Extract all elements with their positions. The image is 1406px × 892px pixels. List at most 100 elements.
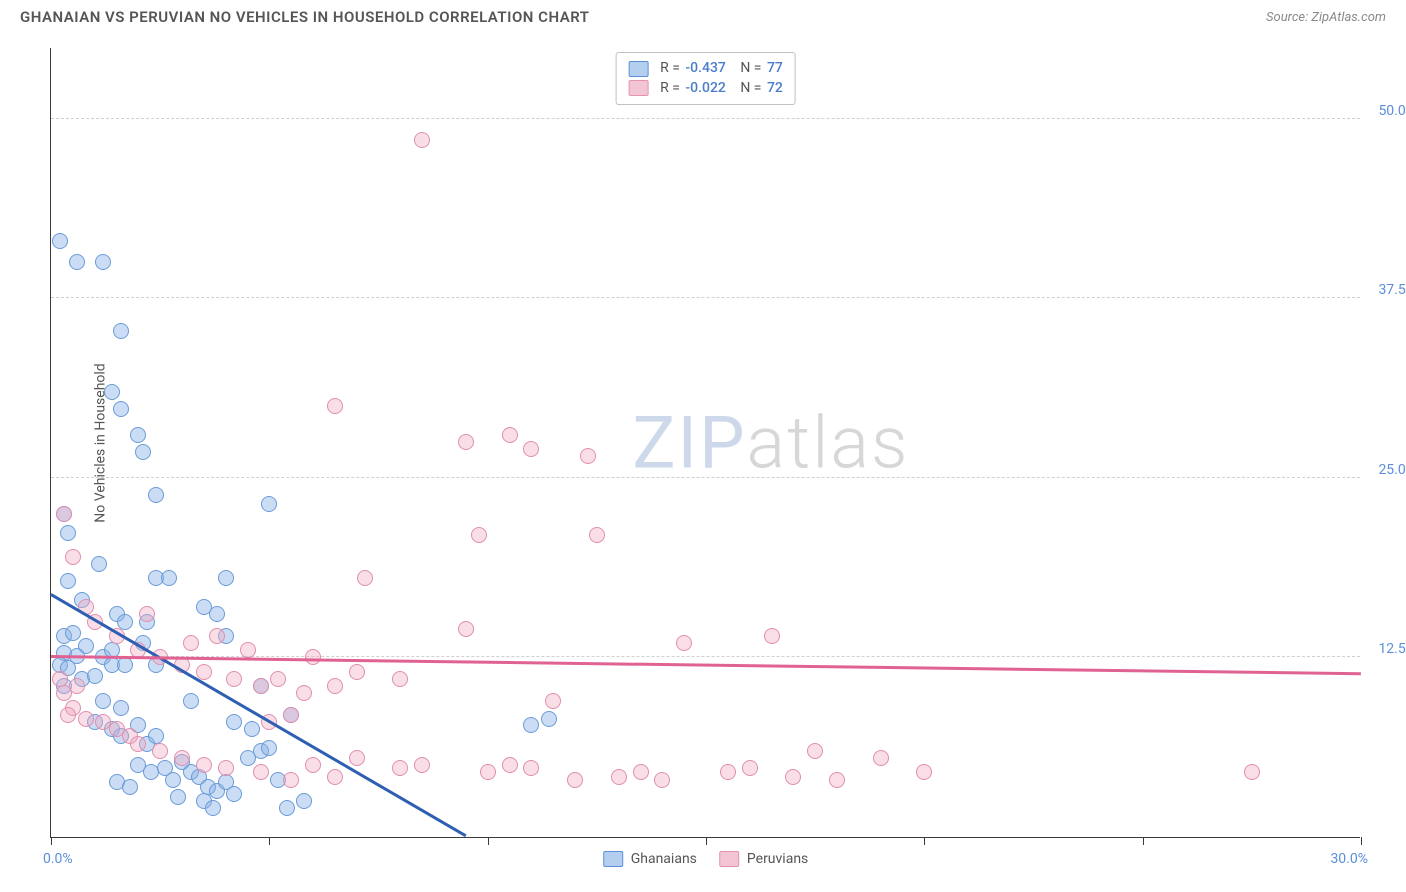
scatter-point <box>545 693 561 709</box>
x-tick <box>51 837 52 845</box>
scatter-point <box>183 693 199 709</box>
scatter-point <box>174 750 190 766</box>
y-tick-label: 25.0% <box>1378 462 1406 478</box>
scatter-point <box>117 657 133 673</box>
scatter-point <box>104 384 120 400</box>
stat-n-2: 72 <box>767 80 783 96</box>
scatter-point <box>589 527 605 543</box>
scatter-point <box>113 401 129 417</box>
scatter-point <box>567 772 583 788</box>
scatter-point <box>253 678 269 694</box>
watermark-zip: ZIP <box>632 400 746 485</box>
scatter-point <box>52 233 68 249</box>
scatter-point <box>209 628 225 644</box>
scatter-point <box>502 757 518 773</box>
scatter-point <box>152 743 168 759</box>
gridline <box>51 118 1360 119</box>
scatter-point <box>165 772 181 788</box>
scatter-point <box>240 642 256 658</box>
swatch-ghanaian-bottom-icon <box>603 851 623 867</box>
scatter-point <box>742 760 758 776</box>
scatter-point <box>91 556 107 572</box>
scatter-point <box>541 711 557 727</box>
scatter-point <box>196 664 212 680</box>
scatter-point <box>357 570 373 586</box>
legend-label-peruvians: Peruvians <box>747 851 808 867</box>
scatter-point <box>349 664 365 680</box>
scatter-point <box>720 764 736 780</box>
scatter-point <box>148 487 164 503</box>
scatter-point <box>502 427 518 443</box>
scatter-point <box>279 800 295 816</box>
swatch-ghanaian-icon <box>628 61 648 77</box>
scatter-point <box>209 606 225 622</box>
scatter-point <box>226 671 242 687</box>
scatter-point <box>196 757 212 773</box>
scatter-point <box>139 606 155 622</box>
scatter-point <box>135 444 151 460</box>
scatter-point <box>611 769 627 785</box>
scatter-point <box>65 549 81 565</box>
scatter-point <box>218 570 234 586</box>
x-tick <box>706 837 707 845</box>
scatter-point <box>122 779 138 795</box>
x-tick <box>1143 837 1144 845</box>
stat-r-2: -0.022 <box>685 80 725 96</box>
scatter-point <box>327 398 343 414</box>
scatter-point <box>69 678 85 694</box>
scatter-point <box>218 760 234 776</box>
scatter-point <box>458 621 474 637</box>
watermark: ZIPatlas <box>632 400 909 485</box>
scatter-point <box>873 750 889 766</box>
scatter-point <box>113 323 129 339</box>
scatter-point <box>283 772 299 788</box>
scatter-point <box>78 711 94 727</box>
scatter-point <box>392 671 408 687</box>
legend-item-ghanaians: Ghanaians <box>603 851 697 867</box>
scatter-point <box>65 625 81 641</box>
watermark-atlas: atlas <box>746 400 909 485</box>
legend-series: Ghanaians Peruvians <box>603 851 809 867</box>
scatter-point <box>916 764 932 780</box>
stat-r-1: -0.437 <box>685 60 725 76</box>
scatter-point <box>261 496 277 512</box>
scatter-point <box>261 740 277 756</box>
scatter-point <box>283 707 299 723</box>
scatter-point <box>95 254 111 270</box>
scatter-point <box>785 769 801 785</box>
scatter-point <box>1244 764 1260 780</box>
swatch-peruvian-bottom-icon <box>719 851 739 867</box>
scatter-point <box>296 685 312 701</box>
scatter-point <box>117 614 133 630</box>
gridline <box>51 477 1360 478</box>
scatter-point <box>327 678 343 694</box>
scatter-point <box>654 772 670 788</box>
scatter-point <box>296 793 312 809</box>
scatter-point <box>764 628 780 644</box>
x-axis-label-min: 0.0% <box>43 851 73 867</box>
y-tick-label: 12.5% <box>1378 641 1406 657</box>
legend-item-peruvians: Peruvians <box>719 851 808 867</box>
scatter-point <box>226 714 242 730</box>
scatter-point <box>523 717 539 733</box>
scatter-point <box>130 427 146 443</box>
scatter-point <box>471 527 487 543</box>
scatter-point <box>327 769 343 785</box>
chart-title: GHANAIAN VS PERUVIAN NO VEHICLES IN HOUS… <box>20 8 589 26</box>
scatter-point <box>523 441 539 457</box>
y-tick-label: 37.5% <box>1378 282 1406 298</box>
scatter-point <box>56 506 72 522</box>
scatter-point <box>580 448 596 464</box>
scatter-point <box>633 764 649 780</box>
scatter-point <box>60 573 76 589</box>
x-tick <box>488 837 489 845</box>
legend-stats-row-2: R = -0.022 N = 72 <box>628 79 783 99</box>
scatter-point <box>523 760 539 776</box>
trend-line <box>50 593 466 836</box>
scatter-point <box>270 671 286 687</box>
scatter-point <box>676 635 692 651</box>
scatter-point <box>113 700 129 716</box>
scatter-point <box>392 760 408 776</box>
x-tick <box>269 837 270 845</box>
scatter-point <box>161 570 177 586</box>
